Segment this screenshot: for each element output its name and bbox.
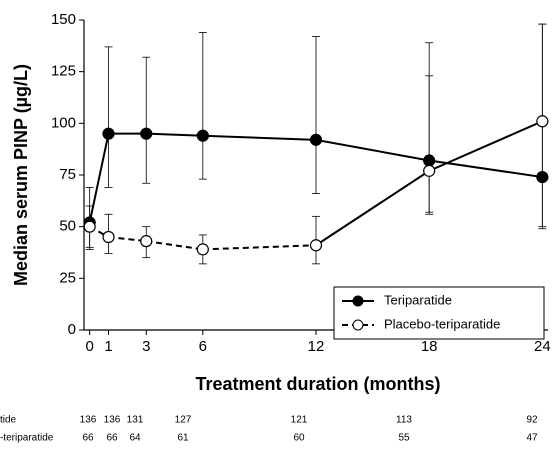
- legend-box: [333, 286, 545, 340]
- error-bar: [198, 32, 207, 180]
- table-cell: 121: [291, 415, 308, 426]
- line-segment: [315, 170, 430, 247]
- table-cell: 92: [526, 415, 538, 426]
- data-point: [196, 243, 209, 256]
- error-bar: [142, 56, 151, 184]
- data-point: [423, 164, 436, 177]
- data-point: [423, 154, 436, 167]
- x-tick-label: 24: [534, 338, 551, 355]
- x-axis-label: Treatment duration (months): [195, 374, 440, 394]
- table-cell: 66: [82, 433, 94, 444]
- x-tick-label: 6: [199, 338, 207, 355]
- line-segment: [315, 138, 430, 162]
- table-cell: 127: [175, 415, 192, 426]
- data-point: [83, 220, 96, 233]
- table-cell: 64: [129, 433, 141, 444]
- table-cell: 136: [80, 415, 97, 426]
- y-tick-label: 75: [59, 166, 76, 183]
- y-tick-label: 50: [59, 218, 76, 235]
- data-point: [536, 170, 549, 184]
- y-tick-label: 150: [51, 11, 76, 28]
- line-segment: [88, 133, 110, 223]
- data-point: [196, 129, 209, 142]
- data-point: [140, 235, 153, 248]
- x-tick-label: 1: [104, 338, 112, 355]
- data-point: [140, 127, 153, 140]
- legend-label: Teriparatide: [384, 292, 452, 307]
- table-cell: 60: [293, 433, 305, 444]
- line-segment: [108, 236, 147, 243]
- legend-marker: [352, 295, 364, 307]
- x-tick-label: 3: [142, 338, 150, 355]
- data-point: [309, 239, 323, 252]
- table-cell: 66: [106, 433, 118, 444]
- line-segment: [202, 244, 317, 251]
- table-cell: 47: [526, 433, 538, 444]
- table-row-label: tide: [0, 415, 17, 426]
- line-segment: [146, 132, 203, 137]
- legend-label: Placebo-teriparatide: [384, 316, 500, 331]
- line-segment: [202, 134, 317, 141]
- error-bar: [104, 46, 113, 188]
- table-cell: 136: [104, 415, 121, 426]
- line-segment: [428, 120, 543, 172]
- data-point: [536, 115, 549, 128]
- table-cell: 55: [398, 433, 410, 444]
- error-bar: [425, 75, 434, 213]
- error-bar: [312, 36, 320, 195]
- x-tick-label: 0: [85, 338, 93, 355]
- y-tick-label: 100: [51, 114, 76, 131]
- x-tick-label: 12: [308, 338, 325, 355]
- y-tick-label: 0: [68, 321, 76, 338]
- y-tick-label: 25: [59, 269, 76, 286]
- table-cell: 131: [127, 415, 144, 426]
- y-axis-label: Median serum PINP (µg/L): [11, 64, 31, 286]
- line-segment: [146, 240, 203, 251]
- legend-marker: [352, 319, 364, 331]
- data-point: [309, 133, 323, 146]
- table-row-label: -teriparatide: [0, 433, 54, 444]
- data-point: [102, 127, 115, 140]
- x-tick-label: 18: [421, 338, 438, 355]
- table-cell: 113: [396, 415, 412, 426]
- y-tick-label: 125: [51, 63, 76, 80]
- table-cell: 61: [177, 433, 189, 444]
- data-point: [102, 230, 115, 244]
